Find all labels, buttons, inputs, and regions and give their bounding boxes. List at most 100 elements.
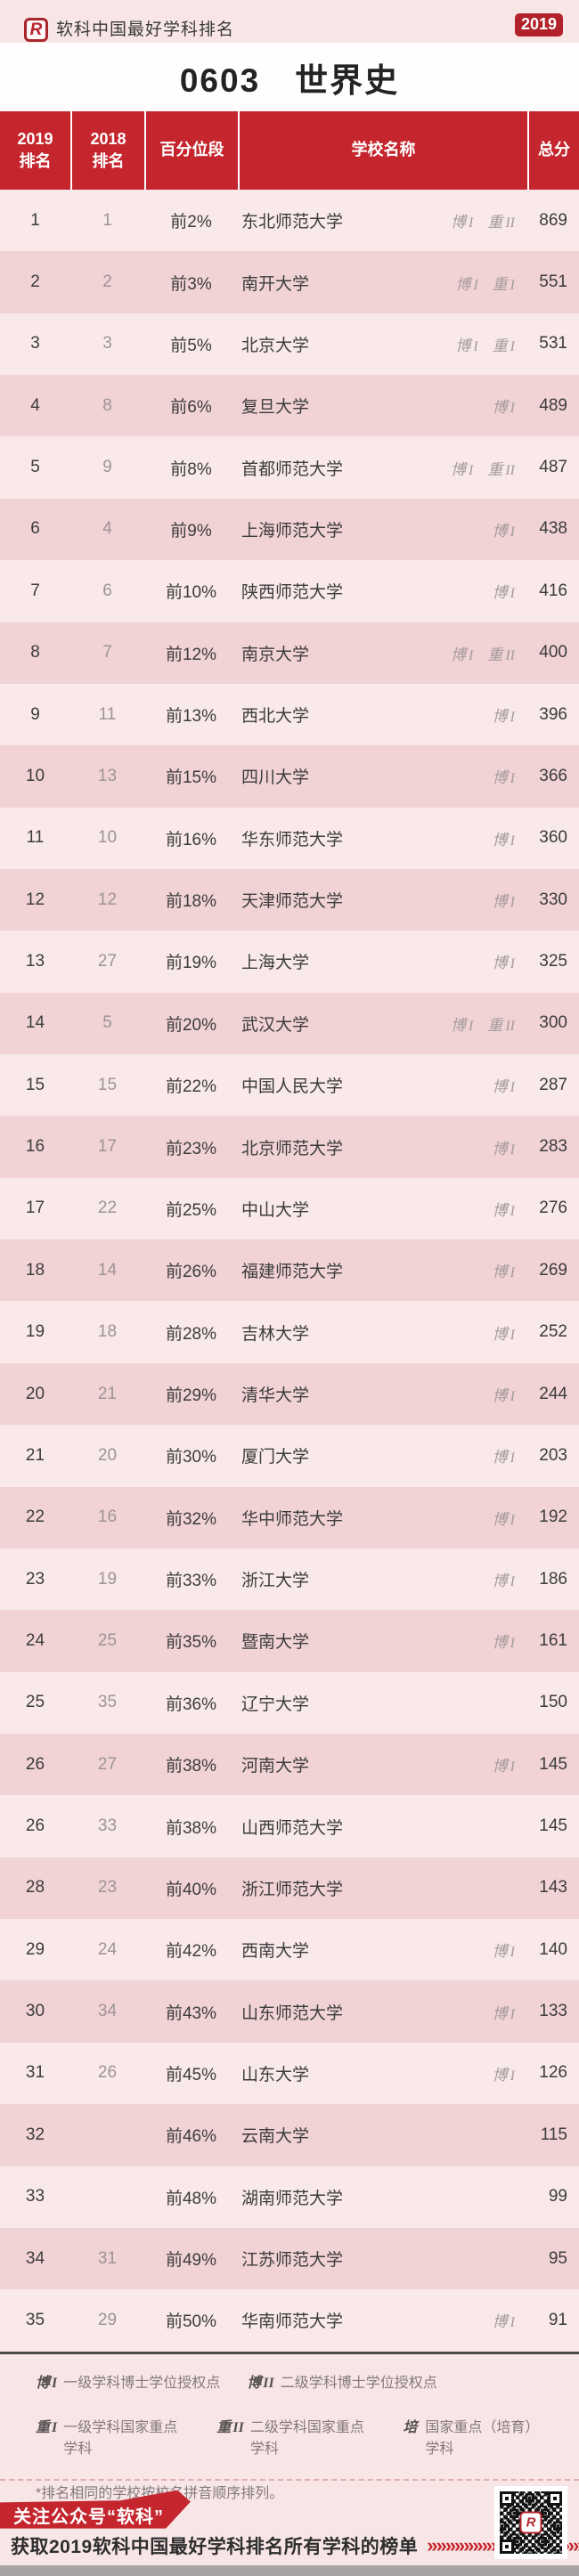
score-cell: 360: [539, 828, 567, 848]
percentile-cell: 前12%: [165, 645, 217, 664]
score-cell: 115: [540, 2125, 567, 2144]
rank-2018-cell: 12: [97, 890, 118, 909]
legend-description: 一级学科博士学位授权点: [63, 2375, 221, 2391]
rank-2019-cell: 8: [30, 643, 40, 662]
score-cell: 145: [539, 1816, 567, 1836]
score-cell: 396: [539, 704, 567, 724]
qr-finder-bottom-left: [500, 2539, 514, 2554]
rank-2019-cell: 15: [25, 1075, 45, 1094]
school-name: 中国人民大学: [241, 1077, 344, 1097]
rank-2018-cell: 11: [98, 704, 117, 724]
table-header-row: 2019 排名 2018 排名 百分位段 学校名称 总分: [0, 111, 579, 190]
percentile-cell: 前19%: [165, 954, 217, 973]
school-name: 西北大学: [241, 707, 310, 727]
rank-2018-cell: 31: [97, 2248, 118, 2268]
rank-2018-cell: 34: [97, 2002, 118, 2021]
rank-2019-cell: 23: [25, 1569, 45, 1589]
rank-2018-cell: 7: [102, 643, 112, 662]
table-row: 5 9 前8% 首都师范大学 博 I 重 II 487: [0, 436, 579, 499]
score-cell: 300: [539, 1013, 567, 1033]
percentile-cell: 前50%: [165, 2312, 217, 2332]
rank-2019-cell: 25: [25, 1693, 45, 1712]
percentile-cell: 前49%: [165, 2251, 217, 2271]
school-name: 首都师范大学: [241, 459, 344, 479]
rank-2019-cell: 2: [30, 272, 40, 292]
school-cell: 东北师范大学 博 I 重 II: [238, 208, 527, 232]
score-cell: 95: [548, 2248, 567, 2268]
rank-2019-cell: 35: [25, 2310, 45, 2329]
rank-2018-cell: 9: [102, 458, 112, 477]
legend-item: 重 II 二级学科国家重点学科: [216, 2415, 376, 2458]
rank-2019-cell: 31: [25, 2063, 45, 2083]
legend-description: 二级学科博士学位授权点: [280, 2375, 437, 2391]
school-name: 吉林大学: [241, 1324, 310, 1344]
rank-2019-cell: 24: [25, 1630, 45, 1650]
percentile-cell: 前5%: [170, 336, 212, 355]
qr-pattern: R: [500, 2491, 562, 2554]
school-cell: 云南大学: [238, 2123, 527, 2147]
column-header-text: 2018: [90, 129, 126, 148]
page-title: 0603 世界史: [179, 61, 400, 99]
rank-2019-cell: 3: [30, 334, 40, 353]
rank-2019-cell: 17: [25, 1199, 45, 1218]
table-row: 8 7 前12% 南京大学 博 I 重 II 400: [0, 622, 579, 684]
score-cell: 192: [539, 1507, 567, 1527]
ruanke-logo-icon: R: [24, 18, 48, 42]
school-name: 浙江师范大学: [241, 1880, 344, 1899]
rank-2019-cell: 22: [25, 1507, 45, 1527]
legend-tag-char: 培: [403, 2419, 418, 2435]
legend: 博 I 一级学科博士学位授权点 博 II 二级学科博士学位授权点 重 I 一级学…: [0, 2354, 579, 2501]
school-name: 四川大学: [241, 768, 310, 788]
school-tags: 博 I 重 II: [451, 1012, 527, 1035]
percentile-cell: 前40%: [165, 1880, 217, 1899]
school-name: 复旦大学: [241, 398, 310, 418]
percentile-cell: 前18%: [165, 892, 217, 912]
score-cell: 487: [539, 458, 567, 477]
legend-tag: 培: [403, 2415, 419, 2436]
rank-2018-cell: 26: [97, 2063, 118, 2083]
school-name: 云南大学: [241, 2127, 310, 2147]
rank-2019-cell: 1: [30, 210, 40, 230]
rank-2018-cell: 5: [102, 1013, 112, 1033]
